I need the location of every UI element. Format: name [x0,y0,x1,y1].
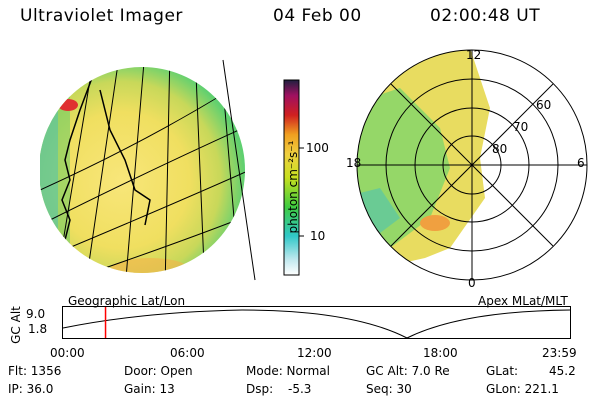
lat-70-label: 70 [513,120,529,134]
info-seq: Seq: 30 [366,382,412,396]
x-tick-1: 06:00 [170,346,205,360]
mlt-18-label: 18 [346,156,362,170]
info-door: Door: Open [124,364,193,378]
polar-panel-caption: Apex MLat/MLT [478,294,568,308]
colorbar [283,79,304,276]
date-label: 04 Feb 00 [273,6,362,26]
x-tick-2: 12:00 [297,346,332,360]
geographic-image [40,59,256,281]
info-glat-value: 45.2 [549,364,576,378]
earth-disk [40,67,245,273]
time-label: 02:00:48 UT [430,6,541,26]
altitude-ylabel: GC Alt [9,306,23,344]
colorbar-tick-10: 10 [310,229,326,243]
geo-panel-caption: Geographic Lat/Lon [68,294,186,308]
info-gcalt: GC Alt: 7.0 Re [366,364,450,378]
info-glat: GLat: [486,364,519,378]
colorbar-tick-100: 100 [306,141,329,155]
mlt-0-label: 0 [468,276,476,290]
mlt-12-label: 12 [466,48,482,62]
info-dsp: Dsp: [246,382,274,396]
lat-80-label: 80 [492,142,508,156]
app-title: Ultraviolet Imager [20,6,183,26]
info-ip: IP: 36.0 [8,382,54,396]
info-dsp-value: -5.3 [288,382,312,396]
altitude-y-high: 9.0 [26,307,46,321]
lat-60-label: 60 [536,98,552,112]
polar-plot [356,49,588,281]
altitude-y-low: 1.8 [28,322,48,336]
altitude-plot [62,306,571,339]
x-tick-0: 00:00 [50,346,85,360]
info-mode: Mode: Normal [246,364,330,378]
info-gain: Gain: 13 [124,382,175,396]
colorbar-label: photon cm⁻²s⁻¹ [286,140,300,234]
info-glon: GLon: 221.1 [486,382,559,396]
mlt-6-label: 6 [577,156,585,170]
x-tick-4: 23:59 [542,346,577,360]
info-flt: Flt: 1356 [8,364,62,378]
x-tick-3: 18:00 [423,346,458,360]
